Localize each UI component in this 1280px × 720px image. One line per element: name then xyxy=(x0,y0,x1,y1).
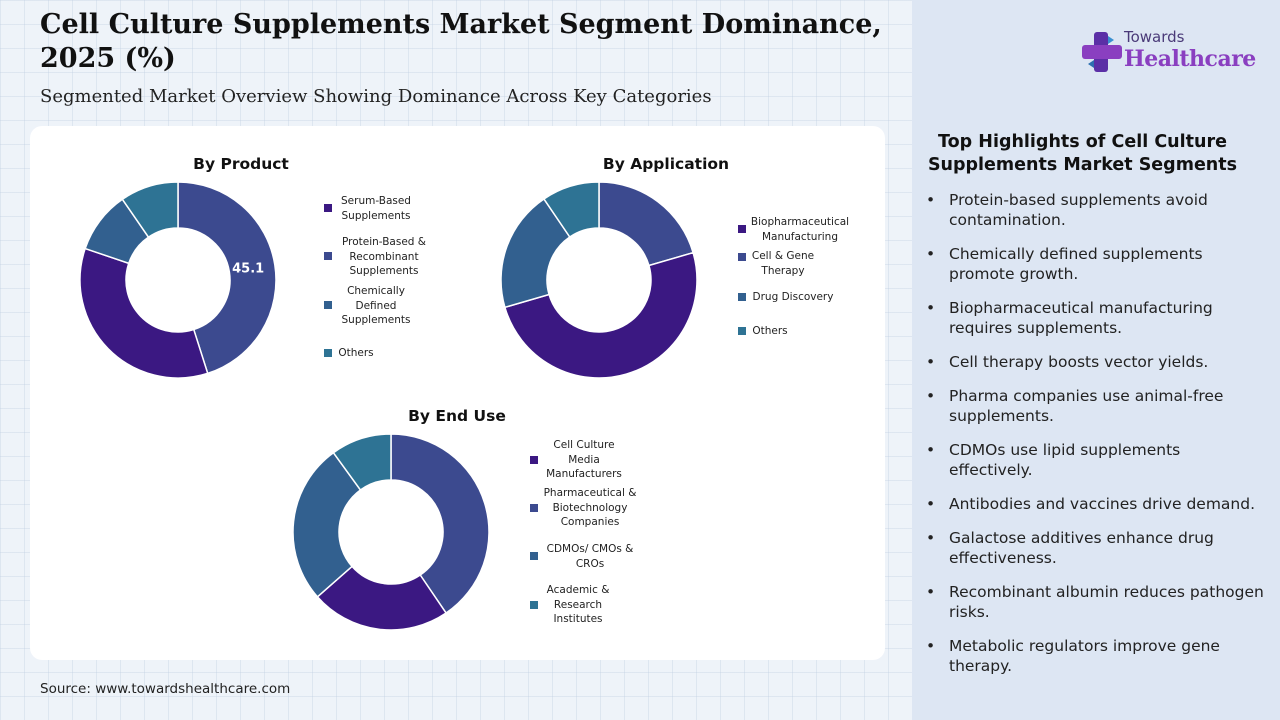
page-title: Cell Culture Supplements Market Segment … xyxy=(40,9,882,74)
data-label: 45.1 xyxy=(232,262,264,277)
donut-chart-application xyxy=(500,181,698,379)
highlights-panel xyxy=(912,0,1280,720)
highlight-text: Galactose additives enhance drug effecti… xyxy=(949,529,1214,567)
legend-swatch xyxy=(530,552,538,560)
legend-label: Cell Culture Media Manufacturers xyxy=(546,439,622,480)
donut-slice-cell-culture-media-manufacturers xyxy=(316,565,448,631)
brand-logo: Towards Healthcare xyxy=(1080,28,1260,80)
legend-label: Chemically Defined Supplements xyxy=(341,285,411,326)
page-subtitle: Segmented Market Overview Showing Domina… xyxy=(40,86,712,107)
bullet-icon: • xyxy=(926,583,936,601)
donut-slice-academic-research-institutes xyxy=(332,433,392,491)
legend-swatch xyxy=(738,253,746,261)
chart-title-product: By Product xyxy=(193,155,289,173)
donut-slice-cdmos-cmos-cros xyxy=(292,451,362,598)
highlight-text: Chemically defined supplements promote g… xyxy=(949,245,1203,283)
bullet-icon: • xyxy=(926,245,936,263)
brand-top: Towards xyxy=(1124,28,1185,46)
highlight-text: Biopharmaceutical manufacturing requires… xyxy=(949,299,1213,337)
bullet-icon: • xyxy=(926,191,936,209)
bullet-icon: • xyxy=(926,299,936,317)
donut-slice-biopharmaceutical-manufacturing xyxy=(503,251,698,379)
legend-swatch xyxy=(530,456,538,464)
highlight-text: CDMOs use lipid supplements effectively. xyxy=(949,441,1181,479)
legend-swatch xyxy=(738,327,746,335)
legend-label: CDMOs/ CMOs & CROs xyxy=(546,543,634,570)
legend-swatch xyxy=(738,225,746,233)
legend-swatch xyxy=(738,293,746,301)
bullet-icon: • xyxy=(926,353,936,371)
legend-label: Cell & Gene Therapy xyxy=(751,250,815,277)
bullet-icon: • xyxy=(926,637,936,655)
legend-label: Academic & Research Institutes xyxy=(546,584,610,625)
chart-title-end-use: By End Use xyxy=(408,407,506,425)
legend-label: Others xyxy=(338,347,374,359)
legend-label: Others xyxy=(752,325,788,337)
highlight-item: • Cell therapy boosts vector yields. xyxy=(926,352,1266,372)
legend-swatch xyxy=(324,349,332,357)
donut-slice-others xyxy=(121,181,179,239)
highlight-item: • Recombinant albumin reduces pathogen ri… xyxy=(926,582,1266,622)
highlight-item: • Chemically defined supplements promote … xyxy=(926,244,1266,284)
brand-main: Healthcare xyxy=(1124,46,1256,72)
highlights-title: Top Highlights of Cell Culture Supplemen… xyxy=(927,132,1238,175)
highlight-text: Recombinant albumin reduces pathogen ris… xyxy=(949,583,1264,621)
legend-label: Drug Discovery xyxy=(752,291,834,303)
donut-slice-others xyxy=(542,181,600,239)
donut-slice-protein-based-recombinant-supplements xyxy=(177,181,277,375)
legend-swatch xyxy=(530,504,538,512)
donut-slice-serum-based-supplements xyxy=(79,247,209,379)
legend-swatch xyxy=(324,252,332,260)
legend-label: Pharmaceutical & Biotechnology Companies xyxy=(543,487,637,528)
legend-swatch xyxy=(530,601,538,609)
highlight-item: • CDMOs use lipid supplements effectively… xyxy=(926,440,1266,480)
donut-slice-pharmaceutical-biotechnology-companies xyxy=(390,433,490,615)
highlight-text: Pharma companies use animal-free supplem… xyxy=(949,387,1224,425)
donut-chart-end-use xyxy=(292,433,490,631)
donut-chart-product: 45.1 xyxy=(79,181,277,379)
donut-slice-cell-gene-therapy xyxy=(598,181,695,267)
highlight-text: Antibodies and vaccines drive demand. xyxy=(949,495,1256,513)
bullet-icon: • xyxy=(926,441,936,459)
legend-label: Serum-Based Supplements xyxy=(341,195,411,222)
highlight-text: Metabolic regulators improve gene therap… xyxy=(949,637,1220,675)
highlight-text: Protein-based supplements avoid contamin… xyxy=(949,191,1208,229)
source-note: Source: www.towardshealthcare.com xyxy=(40,681,291,697)
highlight-item: • Metabolic regulators improve gene thera… xyxy=(926,636,1266,676)
legend-label: Protein-Based & Recombinant Supplements xyxy=(342,236,426,277)
highlight-item: • Biopharmaceutical manufacturing require… xyxy=(926,298,1266,338)
legend-label: Biopharmaceutical Manufacturing xyxy=(750,216,850,243)
highlights-list: • Protein-based supplements avoid contami… xyxy=(926,190,1266,690)
cross-logo-icon xyxy=(1082,32,1122,72)
bullet-icon: • xyxy=(926,387,936,405)
bullet-icon: • xyxy=(926,529,936,547)
highlight-item: • Galactose additives enhance drug effect… xyxy=(926,528,1266,568)
chart-title-application: By Application xyxy=(602,155,730,173)
highlight-item: • Pharma companies use animal-free supple… xyxy=(926,386,1266,426)
legend-swatch xyxy=(324,204,332,212)
highlight-item: • Protein-based supplements avoid contami… xyxy=(926,190,1266,230)
highlight-item: • Antibodies and vaccines drive demand. xyxy=(926,494,1266,514)
legend-swatch xyxy=(324,301,332,309)
bullet-icon: • xyxy=(926,495,936,513)
highlight-text: Cell therapy boosts vector yields. xyxy=(949,353,1209,371)
